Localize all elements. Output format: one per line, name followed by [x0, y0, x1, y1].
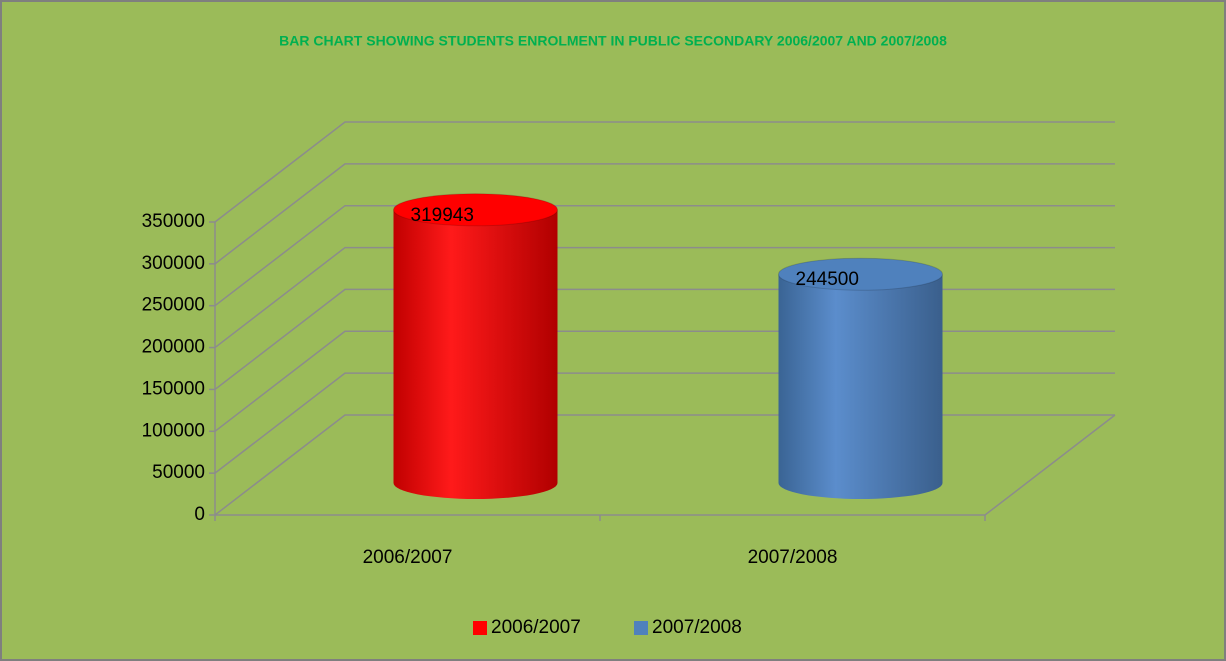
bar-top [778, 257, 943, 291]
legend-label: 2007/2008 [652, 617, 742, 638]
y-tick-label: 100000 [142, 420, 205, 441]
x-tick-label: 2006/2007 [363, 547, 453, 568]
grid-line [214, 121, 1115, 223]
chart-title: BAR CHART SHOWING STUDENTS ENROLMENT IN … [279, 33, 947, 49]
data-label: 319943 [411, 205, 474, 226]
legend-swatch [634, 621, 648, 635]
x-tick-label: 2007/2008 [748, 547, 838, 568]
y-tick-label: 200000 [142, 337, 205, 358]
grid-line [214, 204, 1115, 307]
y-tick-label: 0 [194, 504, 205, 525]
bar [778, 257, 943, 499]
legend-swatch [473, 621, 487, 635]
bar [393, 193, 558, 499]
y-tick-label: 150000 [142, 378, 205, 399]
data-label: 244500 [796, 269, 859, 290]
bar-body [393, 209, 558, 499]
y-tick-label: 350000 [142, 211, 205, 232]
y-tick-label: 250000 [142, 295, 205, 316]
y-tick-label: 300000 [142, 253, 205, 274]
grid-line [214, 163, 1115, 265]
y-tick-label: 50000 [152, 462, 205, 483]
bar-top [393, 193, 558, 227]
legend-label: 2006/2007 [491, 617, 581, 638]
grid-line [214, 246, 1115, 349]
bar-body [778, 274, 943, 499]
